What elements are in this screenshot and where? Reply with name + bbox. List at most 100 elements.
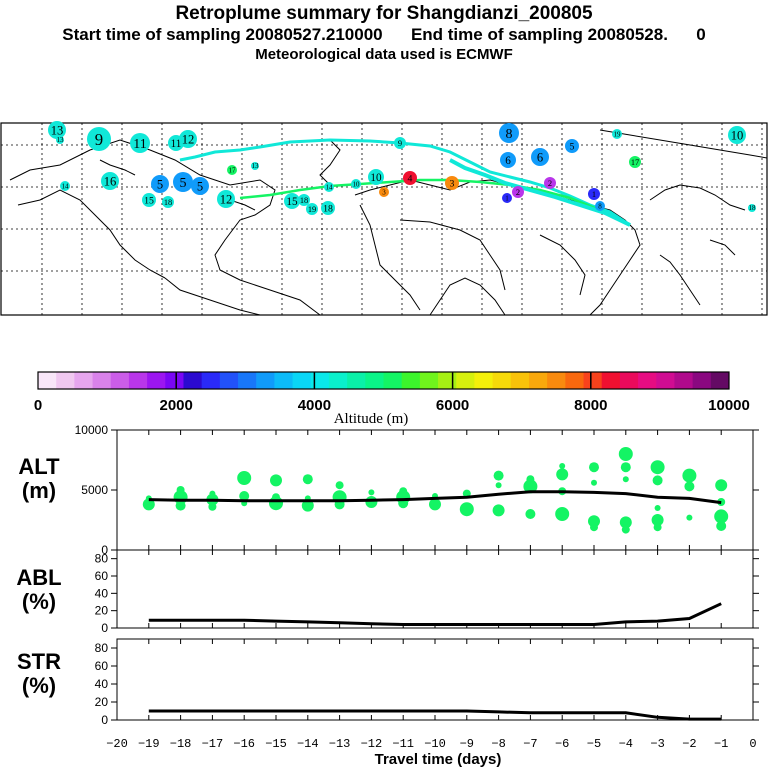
str-ylabel-1: 20 (95, 695, 109, 709)
cluster-marker-3: 11 (130, 133, 150, 153)
x-tick-label-13: −7 (523, 737, 537, 751)
str-frame (116, 638, 754, 721)
alt-cluster-point-21 (365, 496, 378, 508)
cluster-label-25: 19 (614, 131, 622, 139)
abl-ylabel-3: 60 (95, 569, 109, 583)
colorbar-swatch-32 (619, 372, 639, 389)
x-tick-label-16: −4 (619, 737, 633, 751)
alt-cluster-point-33 (523, 479, 538, 494)
alt-cluster-point-17 (335, 481, 344, 490)
cluster-label-16: 18 (323, 204, 333, 215)
cluster-label-9: 5 (197, 180, 203, 194)
cluster-marker-35: 17 (227, 165, 237, 175)
cluster-marker-9: 5 (191, 177, 209, 195)
cluster-dot-29 (544, 177, 556, 189)
cluster-label-30: 1 (592, 190, 596, 199)
cluster-marker-32: 9 (394, 137, 406, 149)
cluster-dot-20 (531, 148, 549, 166)
str-axis-title: STR (%) (17, 649, 61, 698)
cluster-dot-38 (351, 179, 361, 189)
alt-cluster-point-34 (525, 509, 536, 519)
abl-ylabel-2: 40 (95, 586, 109, 600)
colorbar-swatch-13 (274, 372, 293, 389)
alt-panel: 0 5000 10000 (75, 423, 759, 557)
alt-cluster-point-28 (459, 502, 474, 517)
cluster-label-39: 8 (598, 203, 602, 211)
coastline-12 (709, 239, 736, 256)
colorbar-swatch-11 (238, 372, 257, 389)
alt-cluster-point-36 (556, 468, 569, 481)
str-line (148, 709, 722, 721)
colorbar-swatch-35 (674, 372, 694, 389)
x-tick-label-7: −13 (329, 737, 351, 751)
colorbar-tick-1: 2000 (160, 397, 193, 414)
x-tick-label-6: −14 (297, 737, 319, 751)
alt-ylabel-2: 10000 (75, 423, 109, 437)
cluster-marker-31: 1 (502, 193, 512, 203)
alt-frame (116, 429, 754, 551)
cluster-label-6: 16 (104, 175, 117, 189)
colorbar-swatch-20 (401, 372, 421, 389)
alt-cluster-point-16 (301, 499, 314, 512)
cluster-label-27: 4 (408, 174, 413, 185)
alt-axis-title: ALT (m) (18, 454, 60, 503)
colorbar-swatch-25 (492, 372, 512, 389)
cluster-dot-9 (191, 177, 209, 195)
alt-cluster-point-20 (368, 489, 375, 496)
cluster-label-18: 10 (370, 172, 382, 184)
cluster-dot-28 (445, 176, 459, 190)
str-ylabel-0: 0 (101, 713, 108, 727)
cluster-dot-10 (142, 193, 156, 207)
sampling-times: Start time of sampling 20080527.210000 E… (62, 25, 706, 44)
alt-cluster-point-59 (716, 521, 727, 531)
alt-cluster-point-45 (622, 476, 629, 483)
x-tick-label-1: −19 (138, 737, 160, 751)
cluster-dot-0 (48, 121, 66, 139)
cluster-label-17: 14 (62, 183, 70, 191)
coastline-5 (359, 204, 421, 311)
colorbar-swatch-34 (656, 372, 675, 389)
x-axis-title: Travel time (days) (375, 751, 502, 768)
coastline-11 (659, 254, 701, 306)
cluster-label-2: 9 (95, 130, 103, 149)
alt-cluster-point-13 (269, 496, 283, 511)
cluster-label-32: 9 (398, 139, 402, 148)
cluster-marker-18: 10 (368, 169, 384, 185)
x-tick-label-14: −6 (555, 737, 569, 751)
alt-cluster-point-29 (493, 470, 504, 481)
cluster-marker-14: 18 (298, 194, 310, 206)
plume-track-main (179, 138, 631, 227)
cluster-label-19: 8 (506, 127, 513, 142)
cluster-label-7: 5 (157, 178, 163, 192)
coastline-10 (599, 129, 768, 159)
cluster-marker-15: 19 (306, 203, 318, 215)
cluster-dot-17 (60, 181, 70, 191)
colorbar-swatch-27 (528, 372, 548, 389)
alt-cluster-point-58 (714, 509, 729, 524)
colorbar-swatch-21 (419, 372, 439, 389)
cluster-label-26: 18 (749, 204, 757, 212)
colorbar-tick-2: 4000 (298, 397, 331, 414)
cluster-marker-27: 4 (403, 171, 417, 185)
x-tick-label-18: −2 (682, 737, 696, 751)
alt-cluster-point-52 (653, 523, 662, 532)
cluster-label-10: 15 (144, 196, 154, 207)
alt-cluster-point-38 (555, 507, 570, 521)
cluster-dot-33 (512, 186, 524, 198)
cluster-marker-5: 12 (179, 130, 197, 148)
colorbar-swatch-6 (147, 372, 166, 389)
cluster-dot-1 (56, 136, 64, 144)
alt-cluster-point-41 (588, 515, 600, 528)
alt-cluster-point-35 (559, 463, 566, 469)
alt-cluster-point-39 (589, 462, 599, 473)
cluster-label-4: 11 (171, 138, 182, 150)
cluster-dot-15 (306, 203, 318, 215)
colorbar-swatch-18 (365, 372, 384, 389)
cluster-marker-38: 10 (351, 179, 361, 189)
alt-cluster-point-51 (651, 514, 664, 526)
cluster-dot-16 (321, 201, 335, 215)
colorbar-swatch-3 (92, 372, 112, 389)
map-graticule (1, 123, 767, 315)
cluster-dot-30 (588, 188, 600, 200)
